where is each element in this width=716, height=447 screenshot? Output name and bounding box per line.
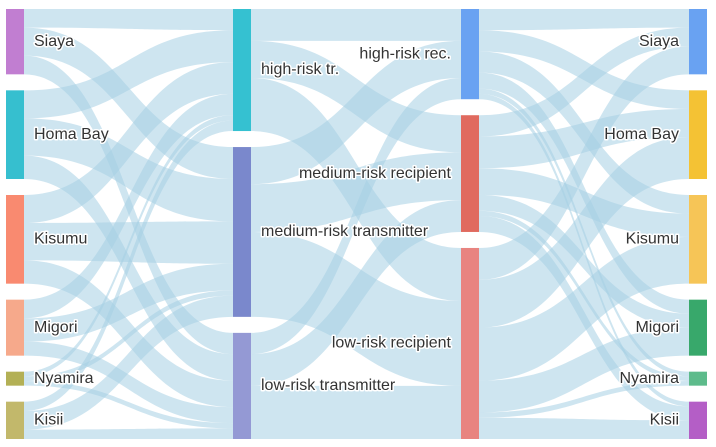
node-label-r_low: low-risk recipient bbox=[332, 335, 452, 352]
flow-link-r_medium-to-d_kisumu bbox=[479, 168, 689, 237]
flow-link-r_low-to-d_migori bbox=[479, 327, 689, 413]
node-label-s_kisii: Kisii bbox=[34, 412, 63, 429]
node-bar-s_migori bbox=[6, 299, 24, 356]
node-label-s_nyamira: Nyamira bbox=[34, 370, 94, 387]
flow-link-t_medium-to-r_medium bbox=[251, 152, 461, 232]
node-label-r_high: high-risk rec. bbox=[359, 45, 451, 62]
flow-link-s_siaya-to-t_high bbox=[24, 9, 233, 31]
node-bar-d_kisii bbox=[689, 401, 707, 439]
flow-link-s_migori-to-t_medium bbox=[24, 263, 233, 342]
node-bar-r_low bbox=[461, 247, 479, 439]
flow-link-s_nyamira-to-t_medium bbox=[24, 290, 233, 381]
node-label-t_high: high-risk tr. bbox=[261, 61, 339, 78]
flow-link-s_kisumu-to-t_medium bbox=[24, 221, 233, 264]
flow-link-t_low-to-r_low bbox=[251, 385, 461, 439]
node-label-d_kisii: Kisii bbox=[650, 412, 679, 429]
flow-link-r_low-to-d_kisii bbox=[479, 417, 689, 439]
node-bar-r_medium bbox=[461, 115, 479, 232]
flow-link-r_low-to-d_homabay bbox=[479, 137, 689, 328]
flow-link-r_high-to-d_siaya bbox=[479, 9, 689, 31]
node-bar-s_homabay bbox=[6, 90, 24, 179]
flow-link-r_low-to-d_kisumu bbox=[479, 237, 689, 381]
flow-link-s_nyamira-to-t_high bbox=[24, 115, 233, 377]
node-label-t_medium: medium-risk transmitter bbox=[261, 223, 429, 240]
node-bar-d_siaya bbox=[689, 9, 707, 75]
node-label-s_migori: Migori bbox=[34, 319, 78, 336]
flow-link-s_kisii-to-t_medium bbox=[24, 295, 233, 430]
node-bar-d_migori bbox=[689, 299, 707, 356]
node-bar-d_nyamira bbox=[689, 371, 707, 386]
node-label-d_kisumu: Kisumu bbox=[626, 231, 679, 248]
node-label-s_kisumu: Kisumu bbox=[34, 231, 87, 248]
flow-link-r_medium-to-d_siaya bbox=[479, 27, 689, 137]
flow-link-t_low-to-r_high bbox=[251, 77, 461, 355]
flow-link-s_migori-to-t_high bbox=[24, 93, 233, 319]
node-label-d_nyamira: Nyamira bbox=[619, 370, 679, 387]
node-bar-t_medium bbox=[233, 147, 251, 317]
node-bar-s_siaya bbox=[6, 9, 24, 75]
flow-link-t_medium-to-r_high bbox=[251, 40, 461, 185]
flow-link-r_low-to-d_nyamira bbox=[479, 381, 689, 418]
node-label-d_migori: Migori bbox=[635, 319, 679, 336]
node-bar-s_kisumu bbox=[6, 195, 24, 284]
flow-link-r_low-to-d_siaya bbox=[479, 46, 689, 280]
flow-link-r_medium-to-d_homabay bbox=[479, 109, 689, 169]
node-label-s_homabay: Homa Bay bbox=[34, 126, 109, 143]
flow-link-s_homabay-to-t_medium bbox=[24, 118, 233, 222]
nodes-layer bbox=[6, 9, 707, 439]
node-label-d_siaya: Siaya bbox=[639, 33, 679, 50]
node-bar-t_low bbox=[233, 332, 251, 439]
flow-link-s_homabay-to-t_high bbox=[24, 30, 233, 119]
flow-link-s_kisii-to-t_high bbox=[24, 120, 233, 411]
node-label-t_low: low-risk transmitter bbox=[261, 377, 396, 394]
node-bar-d_homabay bbox=[689, 90, 707, 179]
flow-link-s_nyamira-to-t_low bbox=[24, 381, 233, 429]
node-label-s_siaya: Siaya bbox=[34, 33, 74, 50]
flow-link-r_medium-to-d_migori bbox=[479, 194, 689, 328]
flow-link-s_migori-to-t_low bbox=[24, 341, 233, 424]
node-label-r_medium: medium-risk recipient bbox=[299, 165, 452, 182]
node-bar-r_high bbox=[461, 9, 479, 100]
node-bar-s_nyamira bbox=[6, 371, 24, 386]
node-label-d_homabay: Homa Bay bbox=[604, 126, 679, 143]
links-layer bbox=[24, 9, 689, 439]
node-bar-d_kisumu bbox=[689, 195, 707, 284]
labels-layer: Siaya Homa Bay Kisumu Migori Nyamira Kisii hig… bbox=[33, 31, 681, 430]
flow-link-s_kisumu-to-t_high bbox=[24, 62, 233, 223]
flow-link-t_high-to-r_high bbox=[251, 9, 461, 41]
flow-link-t_low-to-r_medium bbox=[251, 200, 461, 386]
node-bar-t_high bbox=[233, 9, 251, 132]
flow-link-s_siaya-to-t_medium bbox=[24, 27, 233, 179]
flow-link-s_kisii-to-t_low bbox=[24, 428, 233, 439]
node-bar-s_kisii bbox=[6, 401, 24, 439]
